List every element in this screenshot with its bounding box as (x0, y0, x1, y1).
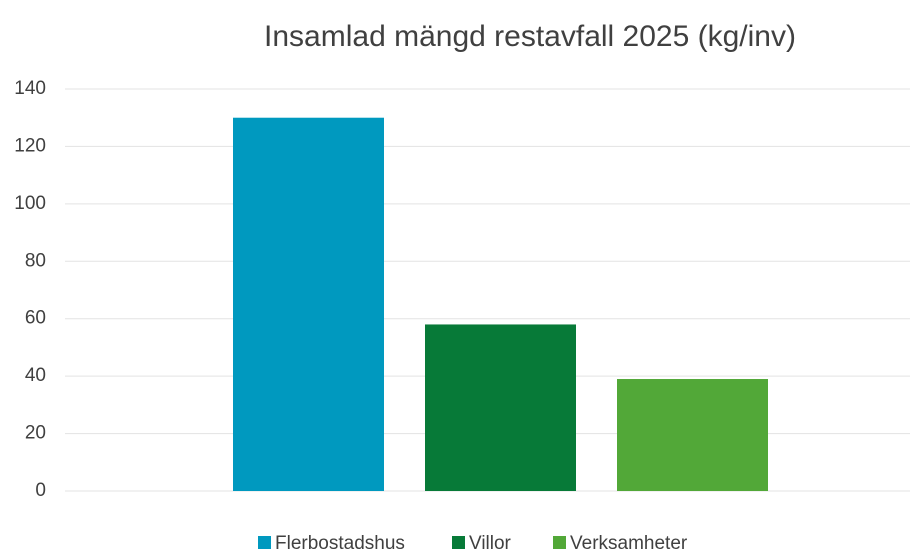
legend-label: Verksamheter (570, 533, 688, 550)
y-tick-label: 140 (14, 78, 46, 99)
legend-swatch (258, 536, 271, 549)
legend-label: Villor (469, 533, 512, 550)
legend-label: Flerbostadshus (275, 533, 405, 550)
legend-swatch (452, 536, 465, 549)
bar (425, 324, 576, 491)
y-tick-label: 80 (25, 250, 46, 271)
y-tick-label: 20 (25, 423, 46, 444)
y-tick-label: 100 (14, 193, 46, 214)
y-tick-label: 60 (25, 308, 46, 329)
y-tick-label: 0 (35, 480, 46, 501)
y-tick-label: 120 (14, 135, 46, 156)
bar (617, 379, 768, 491)
bar (233, 117, 384, 491)
chart-title: Insamlad mängd restavfall 2025 (kg/inv) (264, 20, 796, 53)
y-tick-label: 40 (25, 365, 46, 386)
legend-swatch (553, 536, 566, 549)
